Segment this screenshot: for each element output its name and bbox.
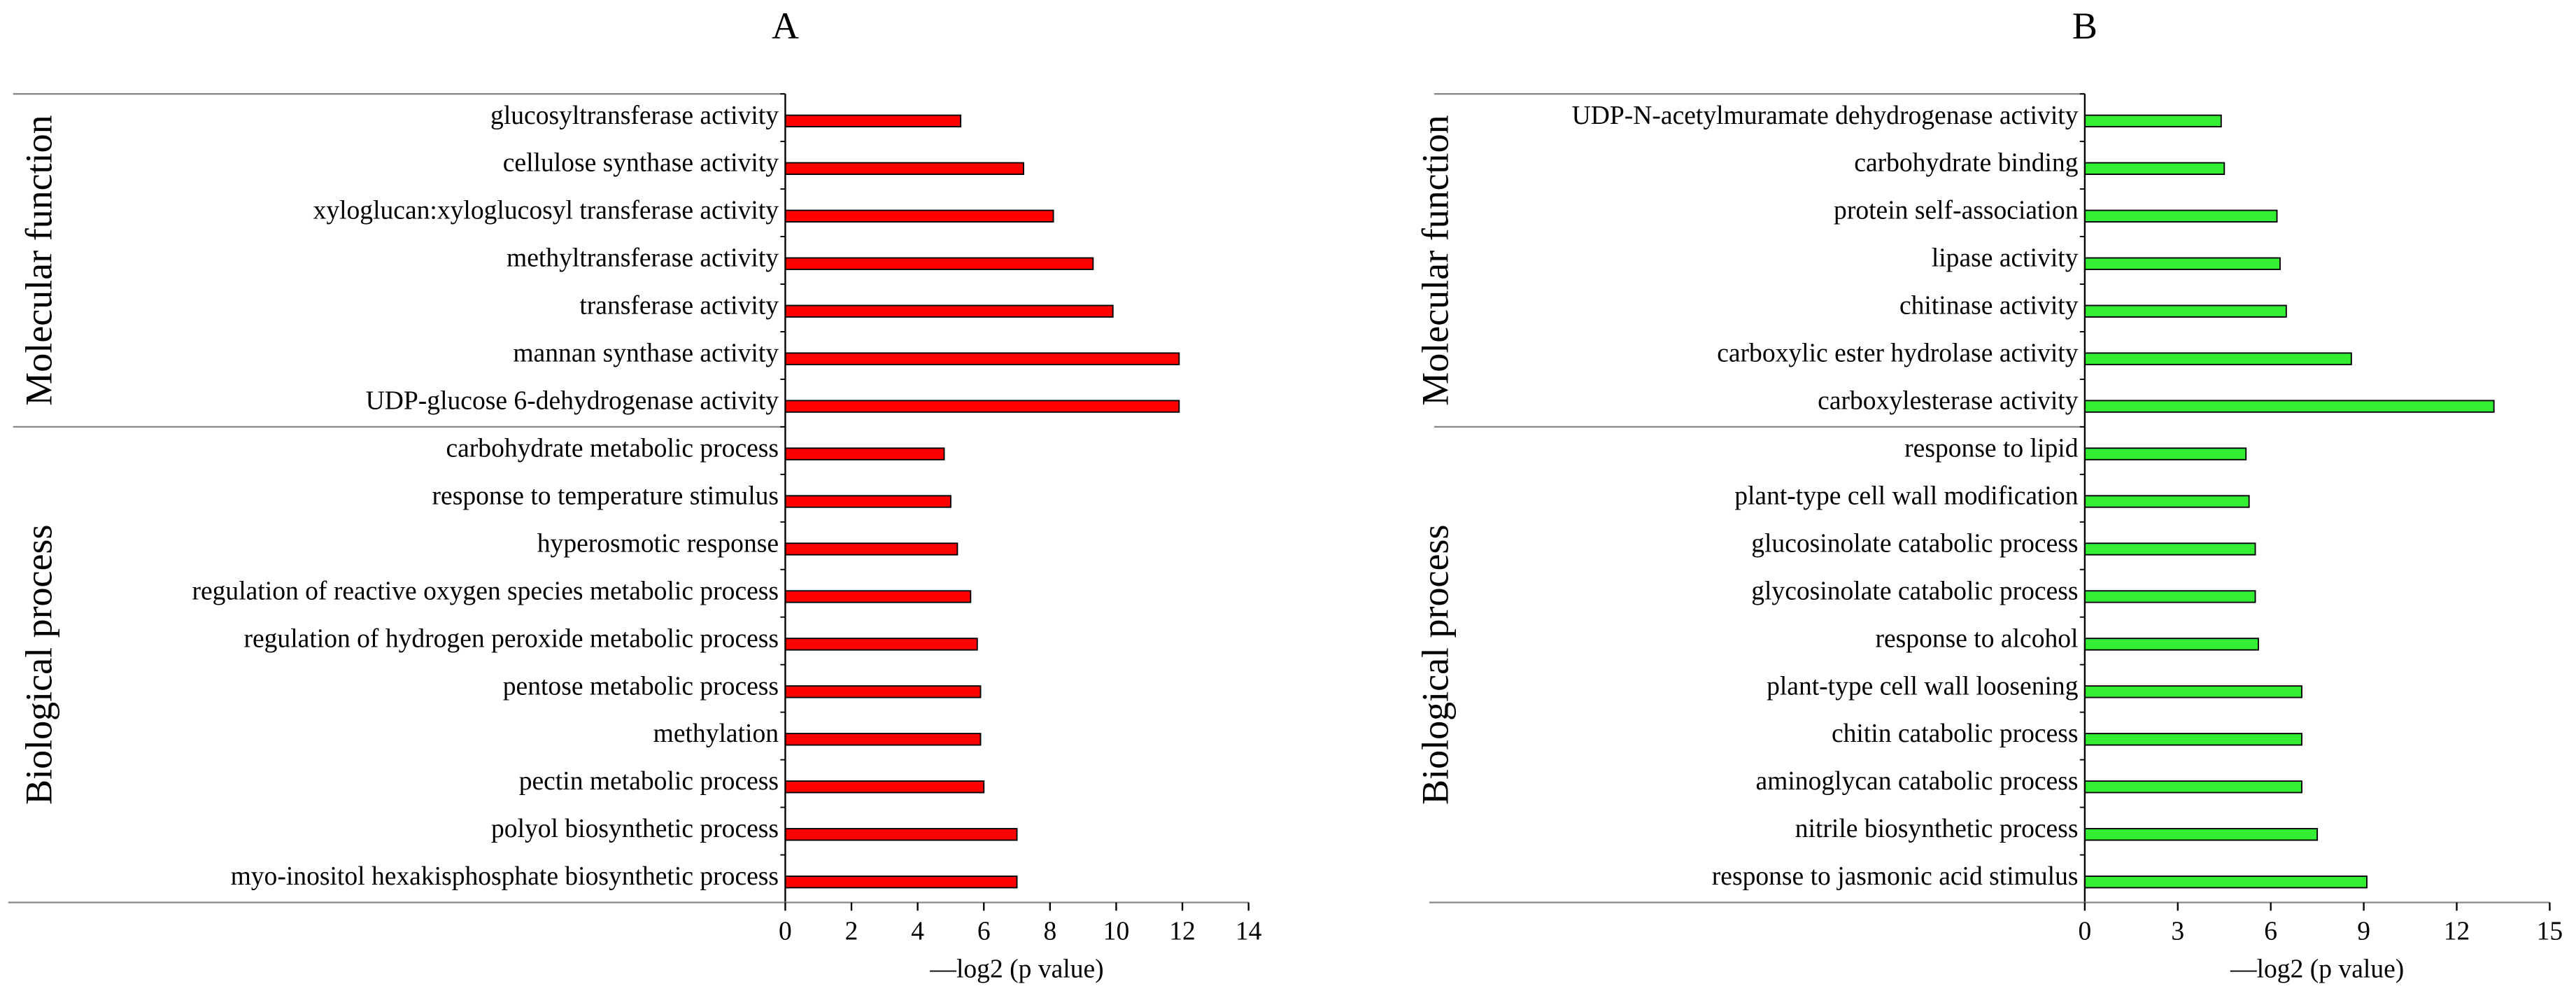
bar [2083, 780, 2302, 794]
category-label: carbohydrate metabolic process [446, 434, 779, 463]
bar [784, 352, 1180, 365]
bar [784, 590, 972, 603]
bar [784, 780, 985, 794]
group-label: Molecular function [1414, 115, 1456, 405]
category-label: carboxylesterase activity [1818, 387, 2079, 416]
category-label: methyltransferase activity [507, 244, 779, 273]
x-tick-label: 15 [2537, 918, 2563, 946]
x-tick-label: 9 [2357, 918, 2370, 946]
bar [2083, 685, 2302, 698]
bar [784, 447, 945, 461]
category-label: UDP-N-acetylmuramate dehydrogenase activ… [1572, 101, 2079, 130]
category-label: transferase activity [579, 292, 779, 321]
bar [2083, 495, 2250, 508]
panel-title: A [772, 5, 799, 47]
x-tick-label: 2 [845, 918, 858, 946]
category-label: xyloglucan:xyloglucosyl transferase acti… [313, 197, 779, 225]
bar [784, 304, 1114, 318]
x-tick-label: 6 [2264, 918, 2277, 946]
x-tick-label: 14 [1236, 918, 1262, 946]
x-axis-label: —log2 (p value) [929, 955, 1103, 984]
bar [784, 257, 1094, 270]
category-label: glycosinolate catabolic process [1751, 577, 2078, 605]
bar [2083, 590, 2256, 603]
x-tick-label: 0 [2078, 918, 2091, 946]
category-label: regulation of reactive oxygen species me… [192, 577, 779, 605]
category-label: methylation [653, 719, 779, 748]
group-label: Molecular function [17, 115, 59, 405]
bar [2083, 209, 2278, 223]
category-label: response to temperature stimulus [432, 482, 779, 510]
category-label: response to alcohol [1875, 624, 2078, 653]
bar [784, 828, 1018, 841]
bar [2083, 400, 2495, 413]
bar [2083, 542, 2256, 556]
x-tick-label: 8 [1043, 918, 1056, 946]
bar [2083, 352, 2352, 365]
bar [784, 876, 1018, 889]
x-tick-label: 6 [977, 918, 991, 946]
category-label: chitinase activity [1899, 292, 2079, 321]
bar [784, 114, 962, 127]
category-label: myo-inositol hexakisphosphate biosynthet… [231, 862, 779, 891]
bar [784, 733, 982, 746]
x-tick-label: 4 [911, 918, 924, 946]
category-label: plant-type cell wall modification [1734, 482, 2079, 510]
bar [784, 400, 1180, 413]
category-label: mannan synthase activity [513, 339, 779, 368]
bar [784, 495, 951, 508]
category-label: response to lipid [1904, 434, 2079, 463]
category-label: hyperosmotic response [537, 529, 779, 558]
bar [784, 162, 1024, 175]
bar [2083, 828, 2319, 841]
category-label: plant-type cell wall loosening [1767, 672, 2079, 701]
bar [2083, 733, 2302, 746]
category-label: UDP-glucose 6-dehydrogenase activity [366, 387, 779, 416]
category-label: response to jasmonic acid stimulus [1712, 862, 2079, 891]
category-label: carboxylic ester hydrolase activity [1717, 339, 2079, 368]
category-label: polyol biosynthetic process [491, 815, 779, 843]
bar [2083, 257, 2281, 270]
category-label: chitin catabolic process [1832, 719, 2079, 748]
bar [784, 638, 978, 651]
category-label: glucosyltransferase activity [490, 101, 779, 130]
bar [784, 542, 958, 556]
category-label: aminoglycan catabolic process [1755, 767, 2078, 796]
x-tick-label: 10 [1103, 918, 1130, 946]
bar [2083, 304, 2287, 318]
category-label: cellulose synthase activity [503, 149, 779, 178]
bar [2083, 638, 2259, 651]
panel-title: B [2072, 5, 2097, 47]
group-label: Biological process [17, 524, 59, 804]
category-label: carbohydrate binding [1854, 149, 2078, 178]
category-label: regulation of hydrogen peroxide metaboli… [243, 624, 779, 653]
bar [2083, 447, 2247, 461]
group-label: Biological process [1414, 524, 1456, 804]
bar [2083, 114, 2222, 127]
category-label: glucosinolate catabolic process [1751, 529, 2078, 558]
x-tick-label: 12 [2444, 918, 2470, 946]
x-tick-label: 12 [1169, 918, 1196, 946]
bar [784, 685, 982, 698]
x-tick-label: 3 [2171, 918, 2184, 946]
category-label: pectin metabolic process [519, 767, 779, 796]
x-tick-label: 0 [779, 918, 792, 946]
bar [784, 209, 1054, 223]
category-label: protein self-association [1834, 197, 2079, 225]
category-label: nitrile biosynthetic process [1795, 815, 2079, 843]
x-axis-label: —log2 (p value) [2230, 955, 2404, 984]
bar [2083, 876, 2368, 889]
bar [2083, 162, 2225, 175]
category-label: pentose metabolic process [503, 672, 779, 701]
category-label: lipase activity [1932, 244, 2079, 273]
